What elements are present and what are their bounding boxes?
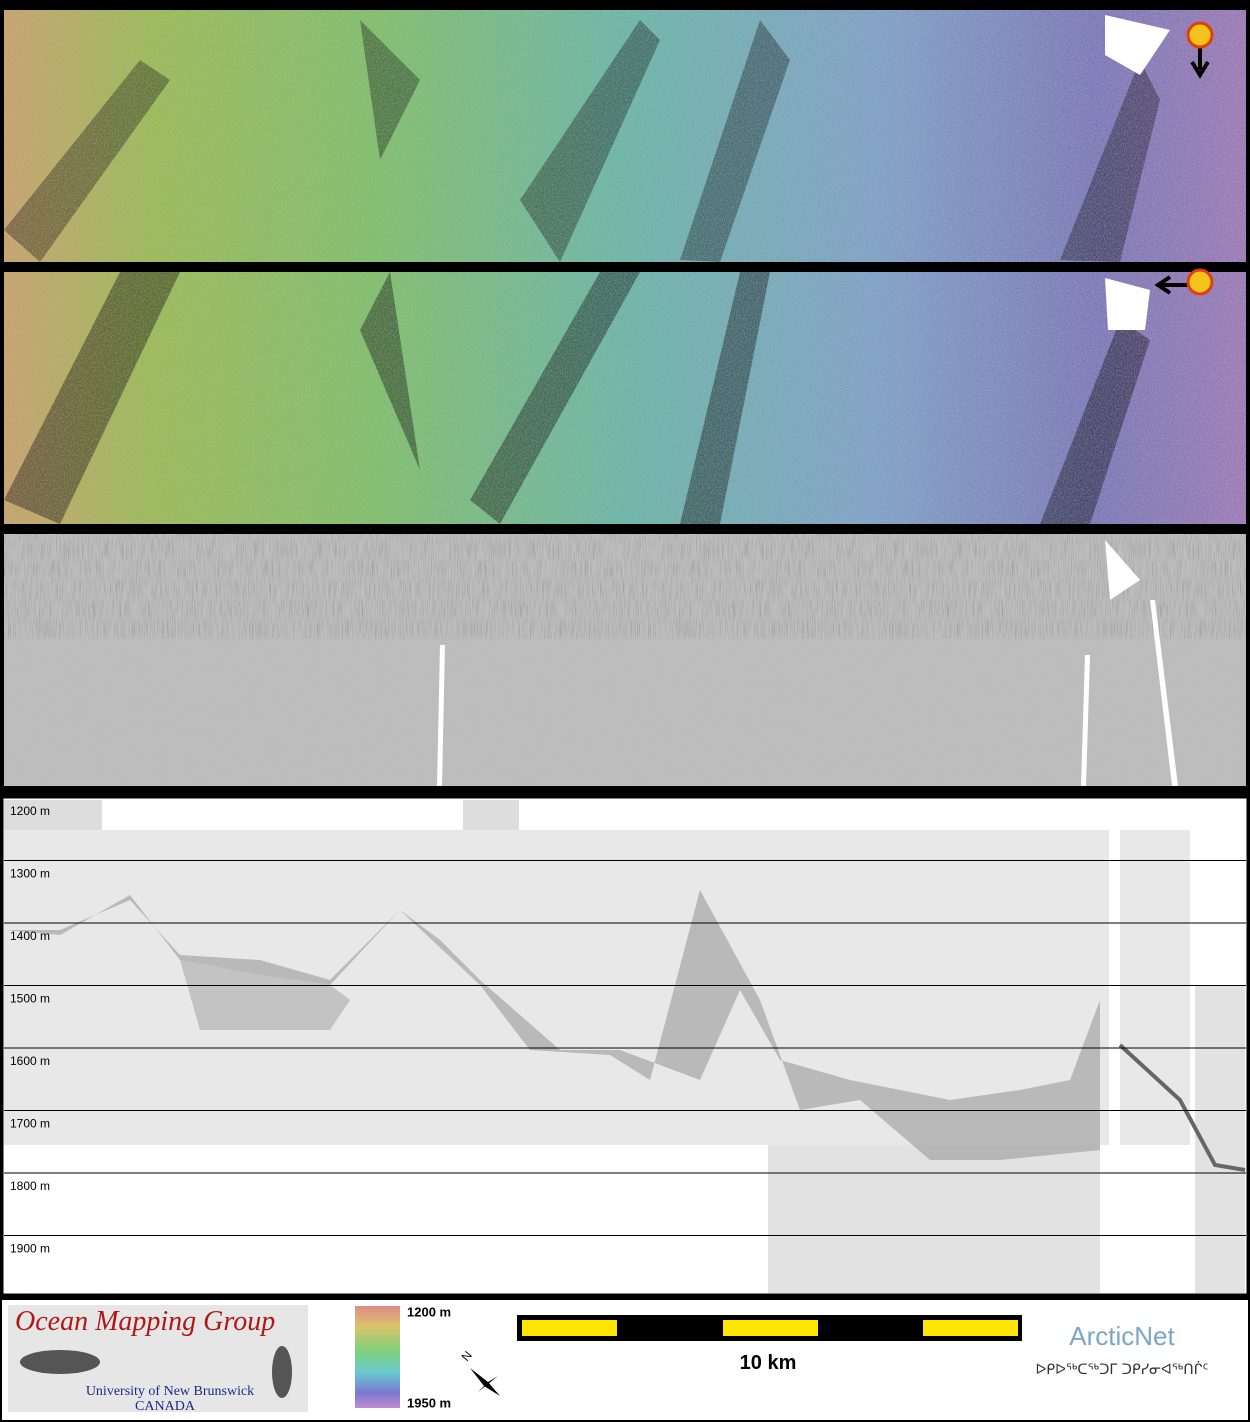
colorbar-bottom: 1950 m — [407, 1395, 451, 1410]
depth-label: 1400 m — [10, 929, 50, 943]
scale-bar — [517, 1315, 1022, 1341]
bathymetry-panel-1 — [4, 10, 1246, 262]
depth-label: 1500 m — [10, 992, 50, 1006]
depth-label: 1600 m — [10, 1054, 50, 1068]
omg-logo: Ocean Mapping Group University of New Br… — [8, 1305, 308, 1414]
depth-label: 1800 m — [10, 1179, 50, 1193]
depth-label: 1900 m — [10, 1242, 50, 1256]
subbottom-panel: 1200 m 1300 m 1400 m 1500 m 1600 m 1700 m 1800… — [0, 795, 1250, 1297]
depth-label: 1700 m — [10, 1117, 50, 1131]
colorbar-top: 1200 m — [407, 1304, 451, 1319]
footer: Ocean Mapping Group University of New Br… — [2, 1300, 1248, 1420]
partner-inuktitut: ᐅᑭᐅᖅᑕᖅᑐᒥ ᑐᑭᓯᓂᐊᖅᑎᒌᑦ — [1036, 1361, 1209, 1378]
logo-country: CANADA — [135, 1399, 196, 1414]
logo-university: University of New Brunswick — [86, 1384, 254, 1399]
logo-title: Ocean Mapping Group — [15, 1306, 275, 1337]
colorbar — [355, 1306, 400, 1408]
depth-label: 1200 m — [10, 804, 50, 818]
depth-label: 1300 m — [10, 867, 50, 881]
bathymetry-panel-2 — [4, 268, 1246, 524]
partner-name: ArcticNet — [1069, 1321, 1175, 1351]
backscatter-panel — [4, 534, 1246, 786]
scale-label: 10 km — [740, 1352, 797, 1374]
